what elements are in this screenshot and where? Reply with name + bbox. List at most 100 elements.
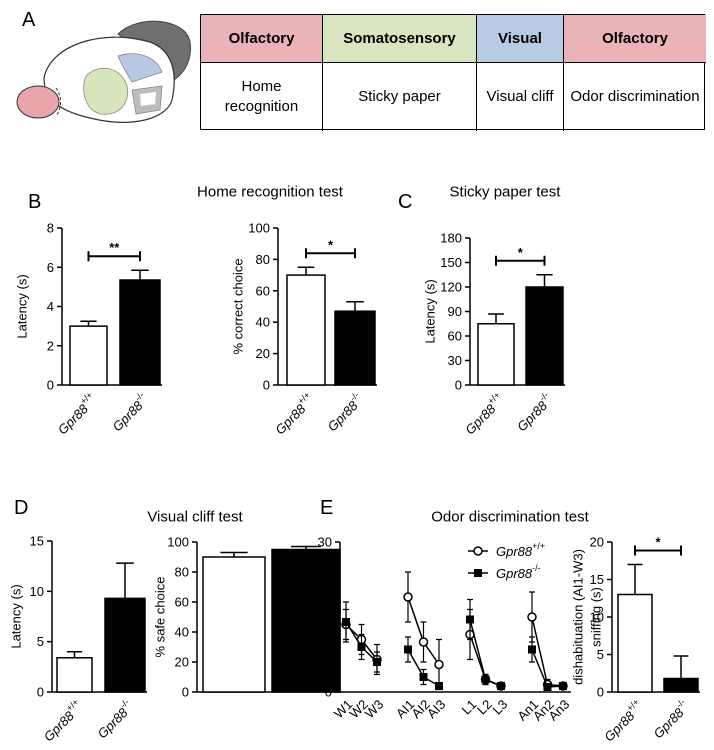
marker (434, 659, 444, 670)
gene: Gpr88 (650, 704, 687, 741)
error-bar (536, 274, 553, 287)
error-bar (467, 598, 473, 641)
x-tick-label: AI3 (424, 697, 448, 721)
bar (69, 325, 108, 386)
y-axis-label: Latency (s) (15, 274, 30, 338)
y-tick-label: 10 (318, 635, 332, 650)
y-axis-label: sniffing (s) (589, 587, 604, 647)
gene: Gpr88 (324, 397, 361, 434)
gene: Gpr88 (601, 707, 638, 744)
y-axis-label: Latency (s) (423, 279, 438, 343)
gene: Gpr88 (496, 566, 533, 581)
legend-label: Gpr88-/- (496, 563, 541, 581)
significance-bracket (634, 545, 682, 556)
y-axis-label: dishabituation (AI1-W3) (571, 549, 586, 685)
table-header: Visual (477, 15, 564, 63)
y-tick-label: 10 (590, 610, 604, 625)
y-tick-label: 20 (590, 535, 604, 550)
y-axis-label: % safe choice (153, 577, 168, 658)
y-tick-label: 100 (248, 221, 270, 236)
y-tick-label: 4 (47, 299, 54, 314)
y-tick-label: 150 (440, 255, 462, 270)
y-tick-label: 60 (175, 595, 189, 610)
y-tick-label: 15 (590, 572, 604, 587)
table-cell: Home recognition (201, 63, 323, 131)
y-tick-label: 8 (47, 221, 54, 236)
y-tick-label: 0 (47, 378, 54, 393)
y-tick-label: 20 (256, 346, 270, 361)
error-bar (131, 269, 149, 281)
y-tick-label: 60 (448, 329, 462, 344)
error-bar (529, 636, 535, 663)
bar (525, 286, 564, 386)
panel-label: E (320, 497, 333, 519)
error-bar (488, 313, 504, 324)
error-bar (627, 563, 643, 595)
significance-label: ** (109, 240, 120, 255)
bar (202, 556, 266, 693)
x-tick-label: Gpr88+/+ (53, 390, 100, 437)
panel-label: D (14, 497, 28, 519)
error-bar (405, 571, 411, 623)
y-tick-label: 90 (448, 304, 462, 319)
y-tick-label: 100 (167, 535, 189, 550)
x-tick-label: Gpr88-/- (322, 390, 366, 434)
significance-bracket (305, 248, 356, 259)
y-tick-label: 10 (30, 584, 44, 599)
x-tick-label: W3 (362, 697, 386, 721)
x-tick-label: Gpr88+/+ (599, 697, 646, 744)
y-tick-label: 0 (597, 685, 604, 700)
marker (342, 618, 350, 626)
y-tick-label: 0 (182, 685, 189, 700)
marker (435, 682, 443, 690)
x-tick-label: Gpr88-/- (92, 697, 136, 741)
gene: Gpr88 (40, 707, 77, 744)
significance-label: * (655, 535, 661, 550)
error-bar (343, 601, 349, 643)
marker (418, 637, 429, 647)
y-axis-label: Sniffing Time (s) (301, 570, 316, 664)
y-tick-label: 40 (175, 625, 189, 640)
genotype: -/- (532, 563, 541, 573)
error-bar (80, 320, 97, 327)
y-tick-label: 40 (256, 315, 270, 330)
marker (403, 592, 413, 602)
legend-marker (474, 569, 482, 577)
marker (543, 683, 552, 691)
significance-label: * (518, 245, 524, 260)
error-bar (66, 650, 83, 658)
y-tick-label: 20 (175, 655, 189, 670)
error-bar (405, 636, 411, 663)
y-tick-label: 0 (325, 685, 332, 700)
x-tick-label: Gpr88-/- (512, 390, 556, 434)
x-tick-label: Gpr88+/+ (39, 697, 86, 744)
error-bar (436, 638, 442, 691)
chart-title: Odor discrimination test (431, 509, 589, 526)
marker (497, 682, 505, 690)
significance-label: * (328, 237, 334, 252)
x-tick-label: Gpr88-/- (107, 390, 151, 434)
error-bar (346, 301, 364, 312)
significance-bracket (495, 255, 546, 266)
bar (119, 279, 161, 386)
gene: Gpr88 (109, 397, 146, 434)
bar (104, 597, 146, 693)
gene: Gpr88 (462, 400, 499, 437)
y-tick-label: 15 (30, 534, 44, 549)
error-bar (673, 655, 689, 679)
table-cell: Sticky paper (323, 63, 477, 131)
error-bar (529, 591, 535, 643)
bar (271, 548, 341, 693)
marker (373, 658, 381, 666)
y-axis-label: % correct choice (231, 258, 246, 354)
bar (334, 310, 376, 386)
genotype: +/+ (532, 541, 545, 551)
error-bar (374, 651, 380, 673)
brain-drawing (16, 20, 191, 123)
y-tick-label: 0 (37, 685, 44, 700)
x-tick-label: Gpr88+/+ (460, 390, 507, 437)
y-tick-label: 80 (175, 565, 189, 580)
panel-label: B (28, 191, 41, 213)
error-bar (116, 562, 134, 599)
